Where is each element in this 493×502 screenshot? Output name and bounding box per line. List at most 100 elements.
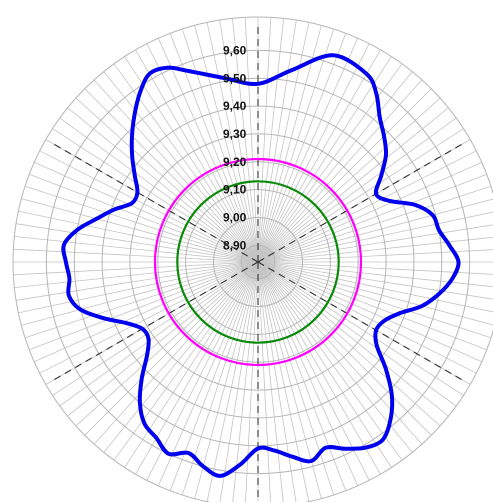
dashed-axis: [257, 261, 462, 380]
angular-grid-line: [257, 71, 413, 263]
angular-grid-line: [67, 261, 259, 417]
radial-tick-labels: 8,90 9,00 9,10 9,20 9,30 9,40 9,50 9,60: [223, 43, 247, 252]
angular-grid-line: [67, 107, 259, 263]
angular-grid-line: [257, 28, 335, 263]
angular-grid-line: [257, 43, 370, 263]
angular-grid-line: [39, 261, 259, 374]
angular-grid-line: [59, 261, 259, 407]
radial-grid-ring: [45, 49, 471, 475]
angular-grid-line: [257, 261, 347, 491]
angular-grid-line: [219, 19, 259, 263]
angular-grid-line: [257, 236, 493, 263]
angular-grid-line: [257, 79, 423, 263]
angular-grid-line: [257, 97, 441, 263]
angular-grid-line: [219, 261, 259, 502]
angular-grid-line: [146, 261, 259, 481]
angular-grid-line: [257, 88, 432, 263]
angular-grid-line: [257, 261, 381, 475]
angular-grid-line: [135, 49, 259, 263]
angular-grid-line: [257, 18, 284, 263]
angular-grid-line: [244, 17, 259, 263]
angular-grid-line: [257, 261, 441, 427]
angular-grid-line: [157, 261, 259, 486]
angular-grid-line: [257, 261, 464, 396]
radial-tick-label: 9,30: [223, 127, 247, 141]
angular-grid-line: [257, 261, 297, 502]
angular-grid-line: [257, 173, 487, 263]
angular-grid-line: [257, 261, 493, 300]
angular-grid-line: [257, 56, 392, 263]
angular-grid-line: [206, 261, 259, 502]
angular-grid-line: [135, 261, 259, 475]
angular-grid-line: [124, 56, 259, 263]
angular-grid-line: [257, 261, 392, 468]
angular-grid-line: [257, 261, 284, 502]
angular-grid-line: [103, 71, 259, 263]
angular-grid-line: [52, 261, 259, 396]
angular-grid-line: [257, 19, 297, 263]
angular-grid-line: [13, 261, 259, 276]
angular-grid-line: [21, 261, 259, 326]
radial-tick-label: 9,00: [223, 211, 247, 225]
series-layer: [61, 53, 461, 478]
angular-grid-line: [21, 198, 259, 263]
angular-grid-line: [257, 261, 493, 288]
angular-grid-line: [257, 261, 449, 417]
angular-grid-line: [124, 261, 259, 468]
angular-grid-line: [257, 261, 493, 313]
angular-grid-line: [257, 150, 477, 263]
outer-ring: [12, 16, 493, 502]
angular-grid-line: [157, 38, 259, 263]
angular-grid-line: [257, 17, 272, 263]
radial-tick-label: 9,20: [223, 155, 247, 169]
radial-grid-ring: [101, 105, 415, 419]
angular-grid-line: [257, 117, 457, 263]
angular-grid-line: [257, 261, 403, 461]
angular-grid-line: [29, 261, 259, 351]
angular-grid-line: [18, 261, 259, 314]
radial-grid-ring: [213, 217, 303, 307]
reference-circle: [153, 157, 363, 367]
angular-grid-line: [15, 261, 259, 301]
angular-grid-line: [257, 22, 310, 263]
radial-tick-label: 9,50: [223, 71, 247, 85]
angular-grid-line: [13, 248, 259, 263]
angular-grid-line: [93, 261, 259, 445]
angular-grid-line: [257, 38, 359, 263]
angular-grid-line: [59, 117, 259, 263]
dashed-axes: [54, 27, 462, 497]
angular-grid-line: [257, 128, 464, 263]
angular-grid-line: [257, 261, 271, 502]
dashed-axis: [54, 144, 259, 263]
angular-grid-line: [257, 249, 493, 263]
angular-grid-line: [257, 211, 493, 263]
angular-grid-line: [245, 261, 259, 502]
angular-grid-line: [146, 43, 259, 263]
radial-tick-label: 9,60: [223, 43, 247, 57]
radial-tick-label: 8,90: [223, 238, 247, 252]
angular-grid-line: [93, 79, 259, 263]
angular-grid-line: [14, 236, 259, 263]
angular-grid-line: [39, 150, 259, 263]
angular-grid-line: [75, 261, 259, 427]
angular-grid-line: [257, 261, 487, 351]
angular-grid-line: [84, 261, 259, 436]
angular-grid-line: [194, 261, 259, 499]
angular-grid-line: [257, 261, 492, 339]
angular-grid-line: [113, 261, 259, 461]
angular-grid-line: [257, 261, 432, 436]
angular-grid-line: [257, 261, 457, 407]
dashed-axis: [257, 144, 462, 263]
angular-grid-line: [14, 261, 259, 288]
angular-grid: [13, 17, 493, 502]
angular-grid-line: [52, 128, 259, 263]
angular-grid-line: [103, 261, 259, 453]
reference-circle: [176, 180, 340, 344]
angular-grid-line: [257, 261, 335, 496]
angular-grid-line: [18, 210, 259, 263]
angular-grid-line: [29, 173, 259, 263]
angular-grid-line: [232, 18, 259, 263]
radial-grid-ring: [129, 133, 387, 391]
angular-grid-line: [24, 261, 259, 339]
